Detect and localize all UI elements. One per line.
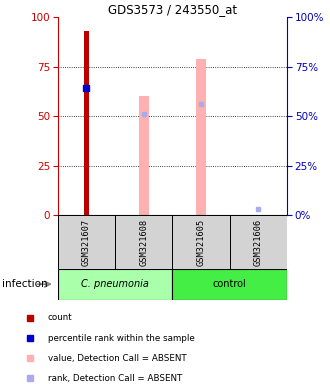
Bar: [173, 215, 230, 269]
Bar: [58, 269, 173, 300]
Text: GSM321606: GSM321606: [254, 218, 263, 266]
Text: control: control: [213, 279, 247, 289]
Text: value, Detection Call = ABSENT: value, Detection Call = ABSENT: [48, 354, 186, 363]
Bar: [83, 31, 89, 215]
Text: infection: infection: [2, 279, 47, 289]
Text: rank, Detection Call = ABSENT: rank, Detection Call = ABSENT: [48, 374, 182, 383]
Bar: [115, 215, 173, 269]
Text: percentile rank within the sample: percentile rank within the sample: [48, 334, 194, 343]
Text: GSM321607: GSM321607: [82, 218, 91, 266]
Bar: [230, 215, 287, 269]
Bar: [139, 96, 149, 215]
Bar: [58, 215, 115, 269]
Text: GSM321608: GSM321608: [139, 218, 148, 266]
Bar: [196, 59, 206, 215]
Text: C. pneumonia: C. pneumonia: [81, 279, 149, 289]
Text: GSM321605: GSM321605: [197, 218, 206, 266]
Text: count: count: [48, 313, 72, 323]
Bar: [173, 269, 287, 300]
Title: GDS3573 / 243550_at: GDS3573 / 243550_at: [108, 3, 237, 16]
